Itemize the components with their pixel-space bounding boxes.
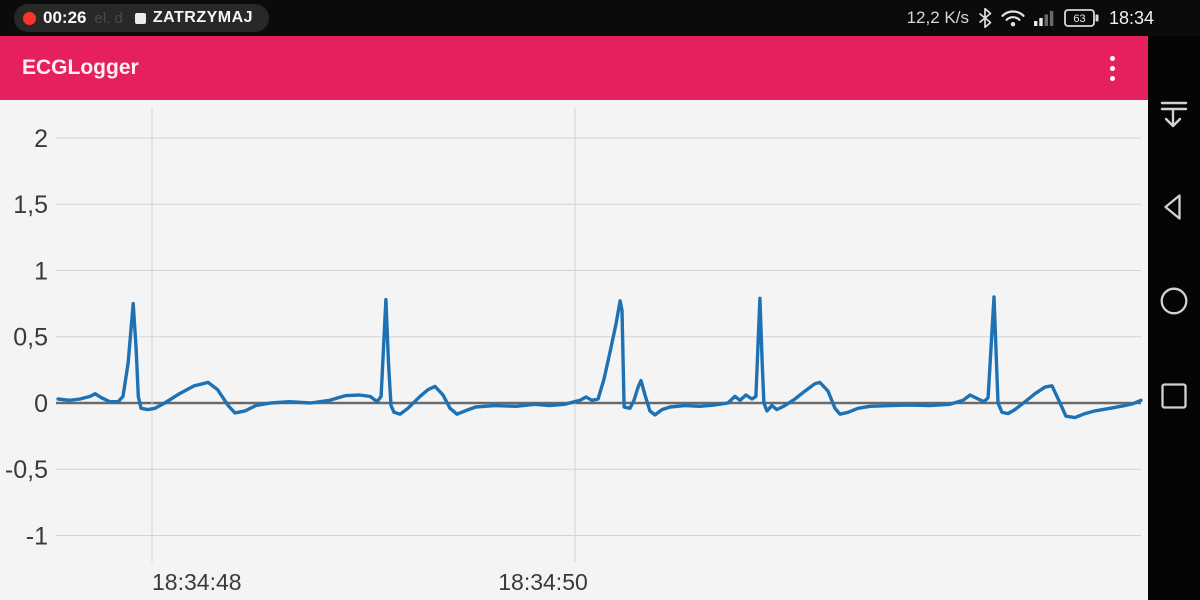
overflow-menu-icon [1109,55,1115,61]
ecg-chart[interactable]: 2 1,5 1 0,5 0 -0,5 -1 18:34:48 18:34:50 [0,100,1148,600]
x-axis-tick-label: 18:34:50 [498,569,588,595]
y-axis-tick-label: 2 [34,125,48,153]
navigation-bar [1148,36,1200,600]
y-axis-tick-label: 1 [34,257,48,285]
recents-button[interactable] [1158,380,1190,412]
stop-icon [134,12,146,24]
home-button[interactable] [1158,285,1190,317]
wifi-icon [1001,10,1025,27]
ecg-trace [56,295,1143,420]
bluetooth-icon [978,8,992,28]
recording-dot-icon [23,11,36,25]
signal-strength-icon [1033,11,1054,26]
x-axis-tick-label: 18:34:48 [152,569,242,595]
home-icon [1160,287,1188,315]
back-icon [1164,194,1181,220]
hide-navigation-button[interactable] [1158,98,1190,130]
status-icons-cluster: 12,2 K/s 63 18:34 [907,8,1154,29]
recorder-background-text: el. d [94,9,123,27]
y-axis-tick-label: -0,5 [5,456,48,484]
battery-icon: 63 [1064,9,1099,27]
recents-icon [1161,383,1187,409]
screen-recorder-pill[interactable]: 00:26 el. d ZATRZYMAJ [14,4,270,32]
battery-percent: 63 [1073,13,1085,25]
y-axis-tick-label: 0,5 [13,324,48,352]
network-speed: 12,2 K/s [906,8,969,27]
overflow-menu-button[interactable] [1100,48,1124,88]
stop-recording-button[interactable]: ZATRZYMAJ [152,9,254,26]
y-axis-tick-label: -1 [26,522,48,550]
back-button[interactable] [1158,191,1190,223]
status-bar: 00:26 el. d ZATRZYMAJ 12,2 K/s [0,0,1200,36]
status-clock: 18:34 [1108,7,1154,28]
app-title: ECGLogger [22,56,139,79]
recording-elapsed: 00:26 [43,8,87,27]
y-axis-tick-label: 1,5 [13,191,48,219]
y-axis-tick-label: 0 [34,390,48,418]
hide-navigation-icon [1160,101,1188,128]
app-bar: ECGLogger [0,36,1148,100]
